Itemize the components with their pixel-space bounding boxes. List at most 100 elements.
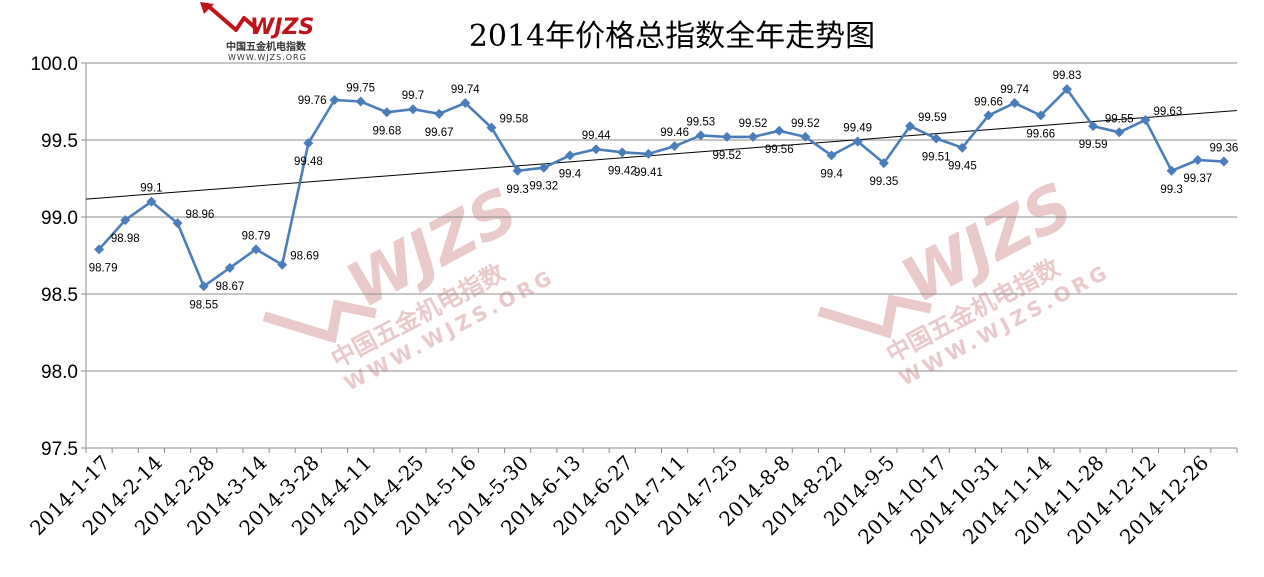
data-point — [852, 136, 863, 147]
data-label: 99.4 — [820, 168, 843, 180]
data-point — [486, 122, 497, 133]
data-point — [1140, 114, 1151, 125]
data-point — [224, 262, 235, 273]
data-label: 99.74 — [451, 84, 480, 96]
gridlines — [86, 62, 1237, 449]
data-label: 99.55 — [1105, 113, 1134, 125]
watermark-arrow-icon — [817, 294, 932, 339]
y-axis-ticks: 97.5 98.0 98.5 99.0 99.5 100.0 — [30, 54, 86, 460]
data-point — [251, 244, 262, 255]
data-point — [878, 158, 889, 169]
data-point — [146, 196, 157, 207]
data-point — [721, 131, 732, 142]
data-label: 99.1 — [140, 183, 162, 195]
data-label: 99.41 — [634, 167, 663, 179]
data-label: 99.49 — [843, 123, 872, 135]
logo-url: WWW.WJZS.ORG — [228, 53, 307, 62]
data-label: 99.35 — [869, 176, 898, 188]
watermark-arrow-icon — [262, 299, 377, 344]
data-point — [826, 150, 837, 161]
data-point — [1009, 98, 1020, 109]
data-label: 99.83 — [1053, 70, 1082, 82]
data-point — [643, 148, 654, 159]
data-point — [591, 144, 602, 155]
data-point — [1061, 84, 1072, 95]
x-axis-ticks: 2014-1-172014-2-142014-2-282014-3-142014… — [25, 448, 1238, 549]
data-label: 98.55 — [189, 299, 218, 311]
data-label: 99.74 — [1000, 84, 1029, 96]
data-point — [460, 98, 471, 109]
data-point — [1218, 156, 1229, 167]
data-point — [303, 138, 314, 149]
series-polyline — [98, 87, 1224, 288]
data-label: 99.46 — [660, 127, 689, 139]
data-label: 99.53 — [686, 116, 715, 128]
data-label: 98.96 — [186, 209, 215, 221]
data-label: 99.68 — [372, 125, 401, 137]
axes — [85, 63, 1237, 449]
data-label: 99.67 — [425, 127, 454, 139]
logo-arrowhead-icon — [200, 2, 214, 14]
data-label: 99.3 — [506, 184, 528, 196]
y-tick-label: 99.5 — [41, 131, 78, 152]
data-point — [198, 281, 209, 292]
data-label: 99.58 — [499, 114, 528, 126]
data-point — [120, 215, 131, 226]
logo-arrow-icon — [204, 2, 260, 32]
data-label: 99.42 — [608, 165, 637, 177]
data-point — [564, 150, 575, 161]
data-label: 99.56 — [765, 144, 794, 156]
chart-title: 2014年价格总指数全年走势图 — [469, 19, 875, 54]
data-label: 98.67 — [215, 281, 244, 293]
data-label: 99.7 — [402, 90, 424, 102]
data-point — [617, 147, 628, 158]
data-label: 98.79 — [242, 230, 271, 242]
data-label: 99.48 — [294, 156, 323, 168]
data-point — [94, 244, 105, 255]
data-point — [538, 162, 549, 173]
data-point — [355, 96, 366, 107]
data-label: 99.63 — [1153, 106, 1182, 118]
y-tick-label: 99.0 — [41, 208, 78, 229]
data-label: 99.59 — [918, 112, 947, 124]
data-point — [512, 165, 523, 176]
data-point — [983, 110, 994, 121]
data-point — [774, 125, 785, 136]
data-point — [957, 142, 968, 153]
data-label: 99.36 — [1210, 143, 1239, 155]
data-label: 98.69 — [290, 251, 319, 263]
series-points — [94, 84, 1229, 292]
trendline — [85, 110, 1238, 200]
data-label: 99.32 — [529, 181, 558, 193]
data-point — [669, 141, 680, 152]
data-label: 99.52 — [713, 150, 742, 162]
brand-logo: WJZS 中国五金机电指数 WWW.WJZS.ORG — [200, 2, 314, 62]
data-point — [800, 131, 811, 142]
data-point — [931, 133, 942, 144]
data-label: 99.51 — [922, 151, 951, 163]
data-point — [748, 131, 759, 142]
logo-mark: WJZS — [250, 15, 314, 40]
data-point — [172, 218, 183, 229]
data-label: 99.75 — [346, 83, 375, 95]
data-label: 99.52 — [739, 118, 768, 130]
data-point — [329, 94, 340, 105]
data-point — [381, 107, 392, 118]
data-label: 99.52 — [791, 118, 820, 130]
y-tick-label: 98.0 — [41, 362, 78, 383]
data-point — [1192, 155, 1203, 166]
data-point — [1166, 165, 1177, 176]
data-label: 99.4 — [559, 168, 582, 180]
trendline-path — [85, 110, 1238, 200]
data-label: 99.76 — [298, 95, 327, 107]
data-label: 99.59 — [1079, 139, 1108, 151]
y-tick-label: 98.5 — [41, 285, 78, 306]
data-label: 98.79 — [89, 262, 118, 274]
series-line — [98, 87, 1224, 288]
logo-name: 中国五金机电指数 — [226, 40, 307, 53]
data-label: 99.37 — [1183, 173, 1212, 185]
